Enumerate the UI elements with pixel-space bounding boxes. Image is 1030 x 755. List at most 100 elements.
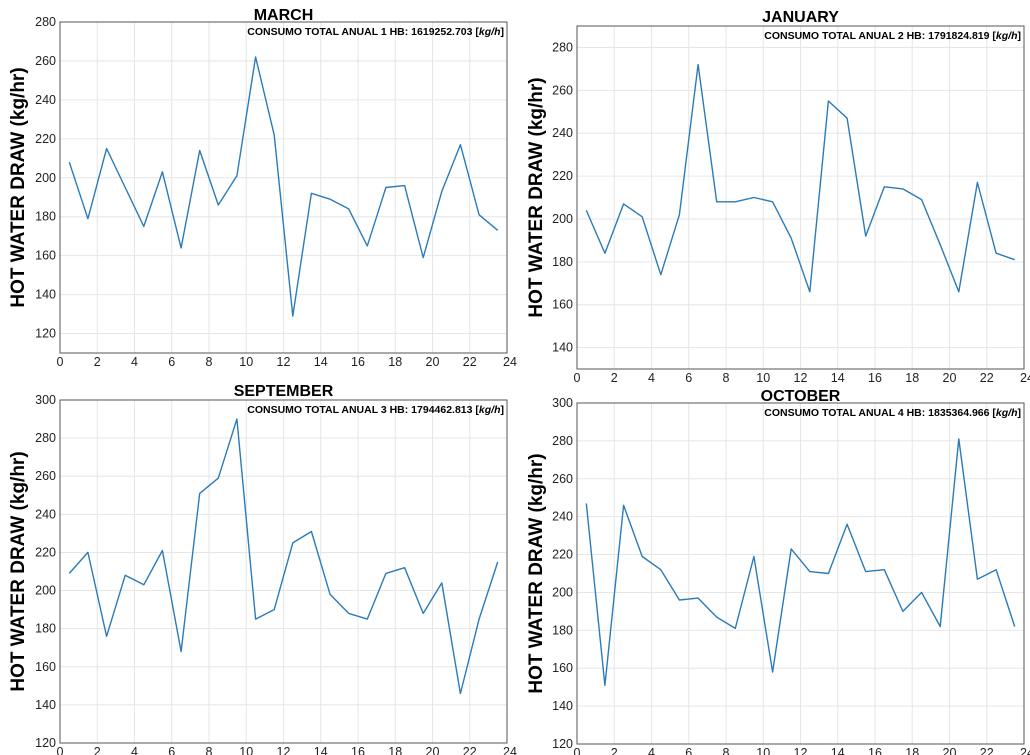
data-point	[771, 671, 773, 673]
annotation-bracket: [	[992, 30, 996, 42]
data-point	[660, 273, 662, 275]
x-tick-label: 24	[503, 355, 517, 369]
data-point	[236, 418, 238, 420]
x-tick-label: 10	[756, 746, 770, 755]
chart-march: 0 2 4 6 8 10 12 14 16 18 20 22 241201401601802002202…	[8, 7, 517, 369]
y-tick-label: 260	[35, 469, 56, 483]
y-tick-label: 200	[35, 171, 56, 185]
x-tick-label: 12	[794, 371, 808, 385]
data-point	[87, 217, 89, 219]
y-tick-label: 220	[552, 169, 573, 183]
annotation-bracket: [	[992, 407, 996, 419]
y-tick-label: 140	[552, 341, 573, 355]
data-point	[771, 201, 773, 203]
x-tick-label: 10	[756, 371, 770, 385]
y-tick-label: 180	[552, 623, 573, 637]
data-point	[143, 584, 145, 586]
x-tick-label: 22	[980, 371, 994, 385]
data-point	[105, 147, 107, 149]
data-point	[1013, 258, 1015, 260]
data-point	[441, 190, 443, 192]
x-tick-label: 24	[1020, 371, 1030, 385]
data-point	[920, 591, 922, 593]
y-tick-label: 120	[552, 737, 573, 751]
data-point	[161, 549, 163, 551]
annotation-text: CONSUMO TOTAL ANUAL 4 HB: 1835364.966	[764, 407, 992, 419]
annotation-bracket: [	[475, 404, 479, 416]
data-point	[459, 692, 461, 694]
y-tick-label: 180	[552, 255, 573, 269]
data-point	[846, 523, 848, 525]
x-tick-label: 10	[239, 355, 253, 369]
x-tick-label: 2	[611, 371, 618, 385]
data-point	[385, 572, 387, 574]
y-tick-label: 200	[552, 212, 573, 226]
x-tick-label: 16	[868, 371, 882, 385]
x-tick-label: 8	[723, 371, 730, 385]
data-point	[124, 574, 126, 576]
x-tick-label: 20	[943, 746, 957, 755]
y-tick-label: 160	[35, 249, 56, 263]
y-axis-label: HOT WATER DRAW (kg/hr)	[526, 453, 547, 693]
data-point	[403, 566, 405, 568]
total-consumption-annotation: CONSUMO TOTAL ANUAL 2 HB: 1791824.819 [k…	[764, 30, 1021, 42]
data-point	[920, 198, 922, 200]
data-point	[753, 555, 755, 557]
data-point	[660, 569, 662, 571]
y-tick-label: 120	[35, 736, 56, 750]
x-tick-label: 10	[239, 745, 253, 755]
y-axis-label: HOT WATER DRAW (kg/hr)	[8, 451, 29, 691]
data-point	[734, 627, 736, 629]
data-point	[161, 171, 163, 173]
y-tick-label: 300	[552, 396, 573, 410]
y-tick-label: 180	[35, 622, 56, 636]
data-point	[68, 161, 70, 163]
data-point	[1013, 625, 1015, 627]
x-tick-label: 4	[131, 745, 138, 755]
data-point	[864, 570, 866, 572]
plot-frame	[59, 399, 508, 744]
y-tick-label: 200	[35, 584, 56, 598]
data-point	[422, 256, 424, 258]
total-consumption-annotation: CONSUMO TOTAL ANUAL 1 HB: 1619252.703 [k…	[247, 26, 504, 38]
x-tick-label: 0	[57, 355, 64, 369]
data-point	[198, 149, 200, 151]
data-point	[846, 117, 848, 119]
y-tick-label: 280	[35, 15, 56, 29]
x-tick-label: 16	[351, 745, 365, 755]
x-tick-label: 18	[388, 745, 402, 755]
data-point	[124, 186, 126, 188]
x-tick-label: 18	[905, 746, 919, 755]
x-tick-label: 0	[574, 371, 581, 385]
data-point	[958, 291, 960, 293]
data-point	[478, 618, 480, 620]
data-point	[403, 184, 405, 186]
y-tick-label: 140	[35, 288, 56, 302]
data-point	[585, 209, 587, 211]
y-tick-label: 140	[552, 699, 573, 713]
y-tick-label: 120	[35, 327, 56, 341]
chart-january: 0246810121416182022241401601802002202402…	[526, 9, 1030, 385]
x-tick-label: 14	[314, 355, 328, 369]
x-tick-label: 12	[794, 746, 808, 755]
data-point	[697, 63, 699, 65]
data-point	[734, 201, 736, 203]
x-tick-label: 2	[611, 746, 618, 755]
annotation-bracket: ]	[501, 404, 505, 416]
plot-frame	[59, 21, 508, 354]
data-point	[273, 608, 275, 610]
gridlines	[576, 26, 1025, 369]
chart-title: MARCH	[254, 7, 314, 24]
data-point	[883, 569, 885, 571]
data-point	[366, 618, 368, 620]
annotation-unit: kg/h	[479, 26, 501, 38]
data-point	[585, 502, 587, 504]
data-point	[622, 504, 624, 506]
annotation-text: CONSUMO TOTAL ANUAL 2 HB: 1791824.819	[764, 30, 992, 42]
x-tick-label: 8	[206, 355, 213, 369]
data-point	[329, 198, 331, 200]
gridlines	[59, 21, 508, 353]
data-point	[678, 599, 680, 601]
data-point	[883, 186, 885, 188]
